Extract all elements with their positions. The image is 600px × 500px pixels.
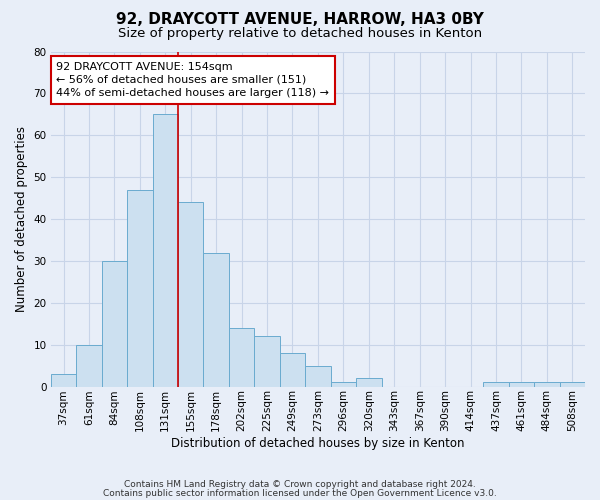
Bar xyxy=(560,382,585,386)
Bar xyxy=(102,261,127,386)
Bar xyxy=(280,353,305,386)
Bar xyxy=(76,344,102,387)
Bar xyxy=(305,366,331,386)
Bar xyxy=(51,374,76,386)
Bar xyxy=(229,328,254,386)
Bar xyxy=(254,336,280,386)
Bar xyxy=(534,382,560,386)
Text: Contains HM Land Registry data © Crown copyright and database right 2024.: Contains HM Land Registry data © Crown c… xyxy=(124,480,476,489)
Text: 92 DRAYCOTT AVENUE: 154sqm
← 56% of detached houses are smaller (151)
44% of sem: 92 DRAYCOTT AVENUE: 154sqm ← 56% of deta… xyxy=(56,62,329,98)
Bar xyxy=(509,382,534,386)
X-axis label: Distribution of detached houses by size in Kenton: Distribution of detached houses by size … xyxy=(171,437,464,450)
Bar xyxy=(203,252,229,386)
Bar xyxy=(127,190,152,386)
Text: Size of property relative to detached houses in Kenton: Size of property relative to detached ho… xyxy=(118,28,482,40)
Bar xyxy=(356,378,382,386)
Bar xyxy=(152,114,178,386)
Bar xyxy=(331,382,356,386)
Y-axis label: Number of detached properties: Number of detached properties xyxy=(15,126,28,312)
Bar xyxy=(178,202,203,386)
Text: 92, DRAYCOTT AVENUE, HARROW, HA3 0BY: 92, DRAYCOTT AVENUE, HARROW, HA3 0BY xyxy=(116,12,484,28)
Text: Contains public sector information licensed under the Open Government Licence v3: Contains public sector information licen… xyxy=(103,489,497,498)
Bar xyxy=(483,382,509,386)
